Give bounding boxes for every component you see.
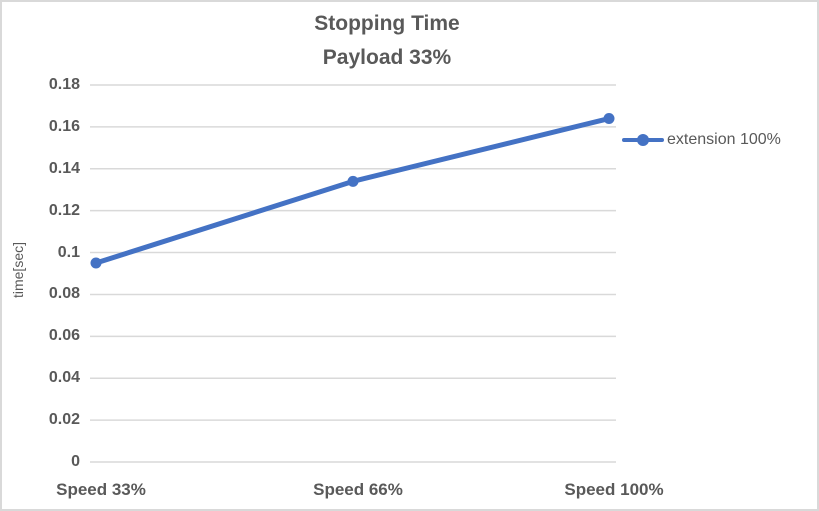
legend[interactable]: extension 100% [622,129,781,150]
x-category-label: Speed 66% [313,480,403,499]
y-tick-label: 0.06 [48,327,80,345]
y-tick-label: 0.12 [48,201,80,219]
y-tick-label: 0.1 [57,243,80,261]
y-tick-label: 0.18 [48,76,80,93]
x-category-label: Speed 33% [56,480,146,499]
y-tick-label: 0 [71,453,80,470]
x-category-label: Speed 100% [564,480,664,499]
y-tick-label: 0.04 [48,369,80,387]
y-tick-label: 0.02 [48,411,80,429]
y-tick-label: 0.16 [48,117,80,135]
series-line-chart[interactable] [90,84,616,463]
chart-title[interactable]: Stopping Time Payload 33% [2,7,772,75]
legend-label: extension 100% [667,130,781,148]
data-point-marker[interactable] [90,257,102,269]
data-point-marker[interactable] [603,113,615,125]
chart-title-line2: Payload 33% [322,46,452,69]
data-point-marker[interactable] [347,175,359,187]
legend-line-marker-icon [622,133,664,146]
series-line[interactable] [93,116,612,266]
y-tick-label: 0.08 [48,285,80,303]
plot-area[interactable] [90,84,616,463]
chart-title-line1: Stopping Time [314,12,460,35]
y-axis-title[interactable]: time[sec] [10,242,26,299]
y-tick-label: 0.14 [48,159,80,177]
